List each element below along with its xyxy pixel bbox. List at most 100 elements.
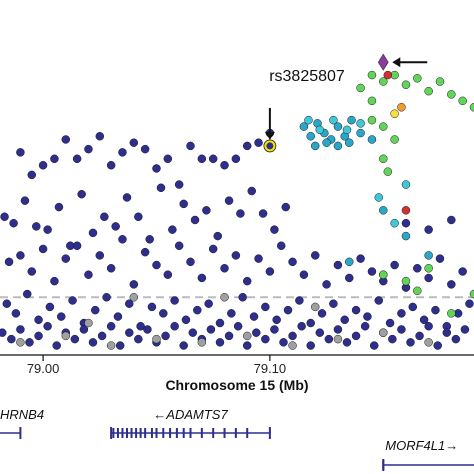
gene-exon xyxy=(126,428,129,438)
snp-point-navy xyxy=(252,328,261,337)
snp-point-navy xyxy=(95,251,105,260)
snp-point-navy xyxy=(34,315,43,325)
gene-exon xyxy=(155,428,158,438)
snp-point-navy xyxy=(202,206,211,215)
snp-point-teal xyxy=(345,257,354,267)
snp-point-navy xyxy=(385,318,395,328)
gene-exon xyxy=(169,428,172,438)
snp-point-navy xyxy=(317,309,327,318)
snp-point-grey xyxy=(379,328,388,337)
x-axis: Chromosome 15 (Mb) xyxy=(0,354,474,393)
snp-point-grey xyxy=(333,334,343,344)
snp-point-navy xyxy=(447,215,456,225)
snp-point-grey xyxy=(242,331,252,341)
snp-point-navy xyxy=(238,293,247,302)
snp-point-green xyxy=(379,270,388,279)
snp-point-navy xyxy=(145,235,154,244)
snp-point-navy xyxy=(242,276,252,286)
snp-point-navy xyxy=(27,267,37,276)
annotation-label: rs3825807 xyxy=(269,68,345,85)
snp-point-navy xyxy=(415,331,424,341)
snp-point-navy xyxy=(315,328,325,337)
snp-point-green xyxy=(424,264,433,273)
snp-point-teal xyxy=(424,251,433,260)
gene-exon xyxy=(268,427,271,439)
snp-point-red xyxy=(401,206,411,215)
snp-point-green xyxy=(379,154,388,164)
snp-point-navy xyxy=(351,305,361,315)
snp-point-navy xyxy=(125,299,134,308)
snp-point-navy xyxy=(113,312,123,321)
snp-point-navy xyxy=(288,331,297,341)
snp-point-navy xyxy=(95,132,105,141)
annotation-arrow-head xyxy=(264,131,275,140)
snp-point-navy xyxy=(147,302,157,312)
snp-point-navy xyxy=(431,305,440,315)
gene-exon xyxy=(200,428,203,438)
snp-point-green xyxy=(379,77,388,86)
snp-point-navy xyxy=(254,254,263,263)
snp-point-red xyxy=(383,70,393,80)
snp-point-navy xyxy=(16,251,25,260)
snp-point-navy xyxy=(208,154,218,164)
snp-point-navy xyxy=(174,241,184,250)
snp-point-green xyxy=(356,83,365,93)
snp-point-teal xyxy=(347,115,356,125)
snp-point-navy xyxy=(299,270,309,279)
snp-point-navy xyxy=(170,296,179,305)
snp-point-navy xyxy=(390,260,399,270)
snp-point-cyan xyxy=(342,125,352,135)
snp-point-navy xyxy=(215,318,225,328)
snp-point-navy xyxy=(342,338,352,347)
snp-point-navy xyxy=(106,321,116,331)
gene-exon xyxy=(112,428,115,438)
snp-point-navy xyxy=(281,202,291,212)
snp-point-green xyxy=(469,103,474,112)
snp-point-navy xyxy=(32,222,41,231)
snp-point-navy xyxy=(68,296,77,305)
snp-point-navy xyxy=(279,338,288,347)
snp-point-navy xyxy=(186,257,195,267)
snp-point-navy xyxy=(276,241,286,250)
snp-point-navy xyxy=(413,264,422,273)
snp-point-grey xyxy=(310,302,320,312)
snp-point-navy xyxy=(231,251,241,260)
snp-point-navy xyxy=(43,225,52,234)
gene-track: HRNB4 ←ADAMTS7 MORF4L1→ xyxy=(0,407,474,471)
snp-point-navy xyxy=(9,218,18,228)
highlighted-snp-point xyxy=(266,142,274,150)
snp-point-navy xyxy=(451,334,461,344)
snp-point-green xyxy=(447,309,456,318)
snp-point-navy xyxy=(261,302,270,312)
gene-exon xyxy=(382,459,385,471)
snp-point-navy xyxy=(220,264,229,273)
lead-arrow-head xyxy=(392,57,401,68)
gene-exon xyxy=(182,428,185,438)
snp-point-navy xyxy=(4,257,14,267)
snp-point-navy xyxy=(401,218,411,228)
snp-point-cyan xyxy=(356,119,365,128)
snp-point-navy xyxy=(2,299,12,308)
snp-point-navy xyxy=(363,312,372,321)
snp-point-green xyxy=(379,122,388,131)
gene-exon xyxy=(150,428,153,438)
gene-exon xyxy=(212,428,215,438)
snp-point-grey xyxy=(16,338,25,347)
snp-point-teal xyxy=(367,135,377,144)
snp-point-navy xyxy=(213,231,222,241)
snp-point-navy xyxy=(61,135,71,144)
snp-point-teal xyxy=(333,122,343,131)
snp-point-navy xyxy=(111,222,120,231)
gene-exon xyxy=(223,428,226,438)
snp-point-navy xyxy=(84,144,93,154)
snp-point-navy xyxy=(310,251,320,260)
snp-point-navy xyxy=(388,334,397,344)
x-tick-label: 79.00 xyxy=(27,361,60,376)
snp-point-grey xyxy=(84,318,93,328)
snp-point-navy xyxy=(242,341,252,350)
snp-point-teal xyxy=(322,138,331,147)
snp-point-navy xyxy=(295,296,304,305)
snp-point-navy xyxy=(159,309,168,318)
lead-snp-point xyxy=(377,53,389,71)
snp-point-grey xyxy=(220,293,229,302)
